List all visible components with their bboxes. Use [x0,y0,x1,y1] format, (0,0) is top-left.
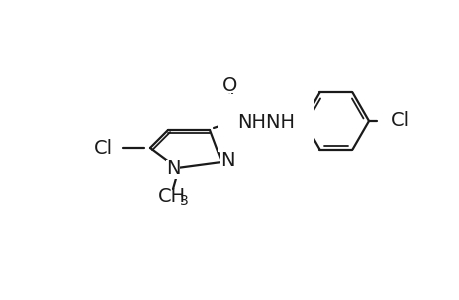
Text: CH: CH [157,187,185,206]
Text: O: O [222,76,237,94]
Text: Cl: Cl [94,139,113,158]
Text: Cl: Cl [390,112,409,130]
Text: NHNH: NHNH [236,113,294,133]
Text: 3: 3 [179,194,188,208]
Text: N: N [219,151,234,169]
Text: N: N [165,160,180,178]
